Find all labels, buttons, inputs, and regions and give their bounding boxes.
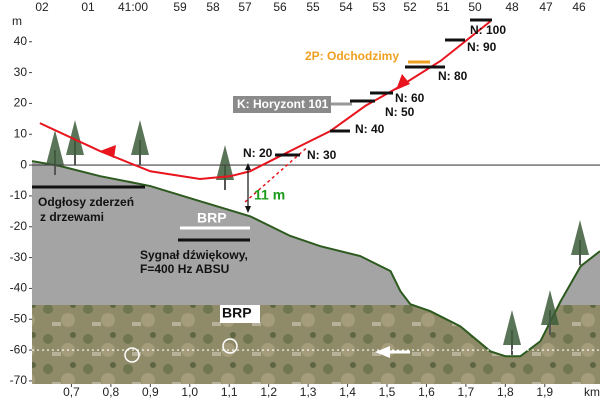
x-tick-label: 1,0 bbox=[181, 385, 198, 399]
annotation: N: 30 bbox=[307, 148, 337, 162]
y-tick-label: -60 bbox=[10, 342, 28, 356]
annotation: N: 50 bbox=[385, 105, 415, 119]
annotation: K: Horyzont 101 bbox=[237, 97, 329, 111]
x-tick-label: 1,9 bbox=[536, 385, 553, 399]
tree-crown bbox=[541, 290, 559, 325]
x-tick-label: 1,2 bbox=[260, 385, 277, 399]
top-label: 48 bbox=[505, 0, 519, 14]
arrowhead bbox=[375, 346, 390, 358]
x-tick-label: 0,7 bbox=[63, 385, 80, 399]
x-tick-label: 1,6 bbox=[418, 385, 435, 399]
arrowhead bbox=[100, 145, 116, 158]
y-tick-label: 20 bbox=[14, 96, 28, 110]
y-tick-label: -50 bbox=[10, 311, 28, 325]
tree-crown bbox=[571, 220, 589, 255]
top-label: 58 bbox=[206, 0, 220, 14]
x-tick-label: 1,5 bbox=[379, 385, 396, 399]
annotation: N: 80 bbox=[438, 69, 468, 83]
marker bbox=[124, 347, 140, 363]
top-label: 51 bbox=[436, 0, 450, 14]
y-tick-label: -30 bbox=[10, 250, 28, 264]
annotation: N: 20 bbox=[243, 146, 273, 160]
top-label: 52 bbox=[403, 0, 417, 14]
x-tick-label: 0,9 bbox=[142, 385, 159, 399]
y-tick-label: 0 bbox=[20, 157, 27, 171]
y-tick-label: 40 bbox=[14, 34, 28, 48]
y-tick-label: -20 bbox=[10, 219, 28, 233]
arrowhead bbox=[396, 74, 410, 90]
x-tick-label: 1,4 bbox=[339, 385, 356, 399]
tree-crown bbox=[46, 130, 64, 165]
y-tick-label: -40 bbox=[10, 281, 28, 295]
annotation: N: 60 bbox=[395, 91, 425, 105]
top-label: 59 bbox=[173, 0, 187, 14]
extrapolation bbox=[244, 146, 309, 203]
annotation: 11 m bbox=[254, 187, 285, 203]
label-box bbox=[233, 96, 331, 113]
terrain-edge bbox=[31, 160, 600, 358]
annotation: 2P: Odchodzimy bbox=[305, 49, 399, 63]
x-tick-label: 0,8 bbox=[103, 385, 120, 399]
annotation: BRP bbox=[222, 305, 252, 321]
y-tick-label: -10 bbox=[10, 188, 28, 202]
y-tick-label: 10 bbox=[14, 126, 28, 140]
top-label: 01 bbox=[81, 0, 95, 14]
x-tick-label: 1,1 bbox=[221, 385, 238, 399]
tree-crown bbox=[216, 145, 234, 180]
tree-crown bbox=[503, 310, 521, 345]
y-tick-label: 30 bbox=[14, 65, 28, 79]
tree-crown bbox=[66, 120, 84, 155]
marker bbox=[222, 338, 238, 354]
x-axis-label: km bbox=[584, 385, 600, 399]
y-axis-label: m bbox=[12, 14, 22, 28]
x-tick-label: 1,8 bbox=[497, 385, 514, 399]
top-label: 55 bbox=[306, 0, 320, 14]
top-label: 41:00 bbox=[118, 0, 148, 14]
top-label: 02 bbox=[35, 0, 49, 14]
top-label: 47 bbox=[539, 0, 553, 14]
y-tick-label: -70 bbox=[10, 373, 28, 387]
label-box bbox=[220, 305, 260, 323]
annotation: BRP bbox=[197, 210, 227, 226]
annotation: Odgłosy zderzeń bbox=[38, 195, 134, 209]
top-label: 53 bbox=[372, 0, 386, 14]
annotation: N: 100 bbox=[470, 23, 506, 37]
arrowhead bbox=[245, 206, 251, 213]
annotation: z drzewami bbox=[40, 210, 104, 224]
x-tick-label: 1,7 bbox=[458, 385, 475, 399]
arrowhead bbox=[245, 163, 251, 170]
tree-crown bbox=[131, 120, 149, 155]
annotation: Sygnał dźwiękowy, bbox=[140, 248, 248, 262]
top-label: 54 bbox=[339, 0, 353, 14]
annotation: N: 90 bbox=[467, 40, 497, 54]
top-label: 57 bbox=[238, 0, 252, 14]
annotation: F=400 Hz ABSU bbox=[140, 262, 229, 276]
x-tick-label: 1,3 bbox=[300, 385, 317, 399]
top-label: 56 bbox=[273, 0, 287, 14]
annotation: N: 40 bbox=[355, 122, 385, 136]
top-label: 50 bbox=[468, 0, 482, 14]
top-label: 46 bbox=[572, 0, 586, 14]
